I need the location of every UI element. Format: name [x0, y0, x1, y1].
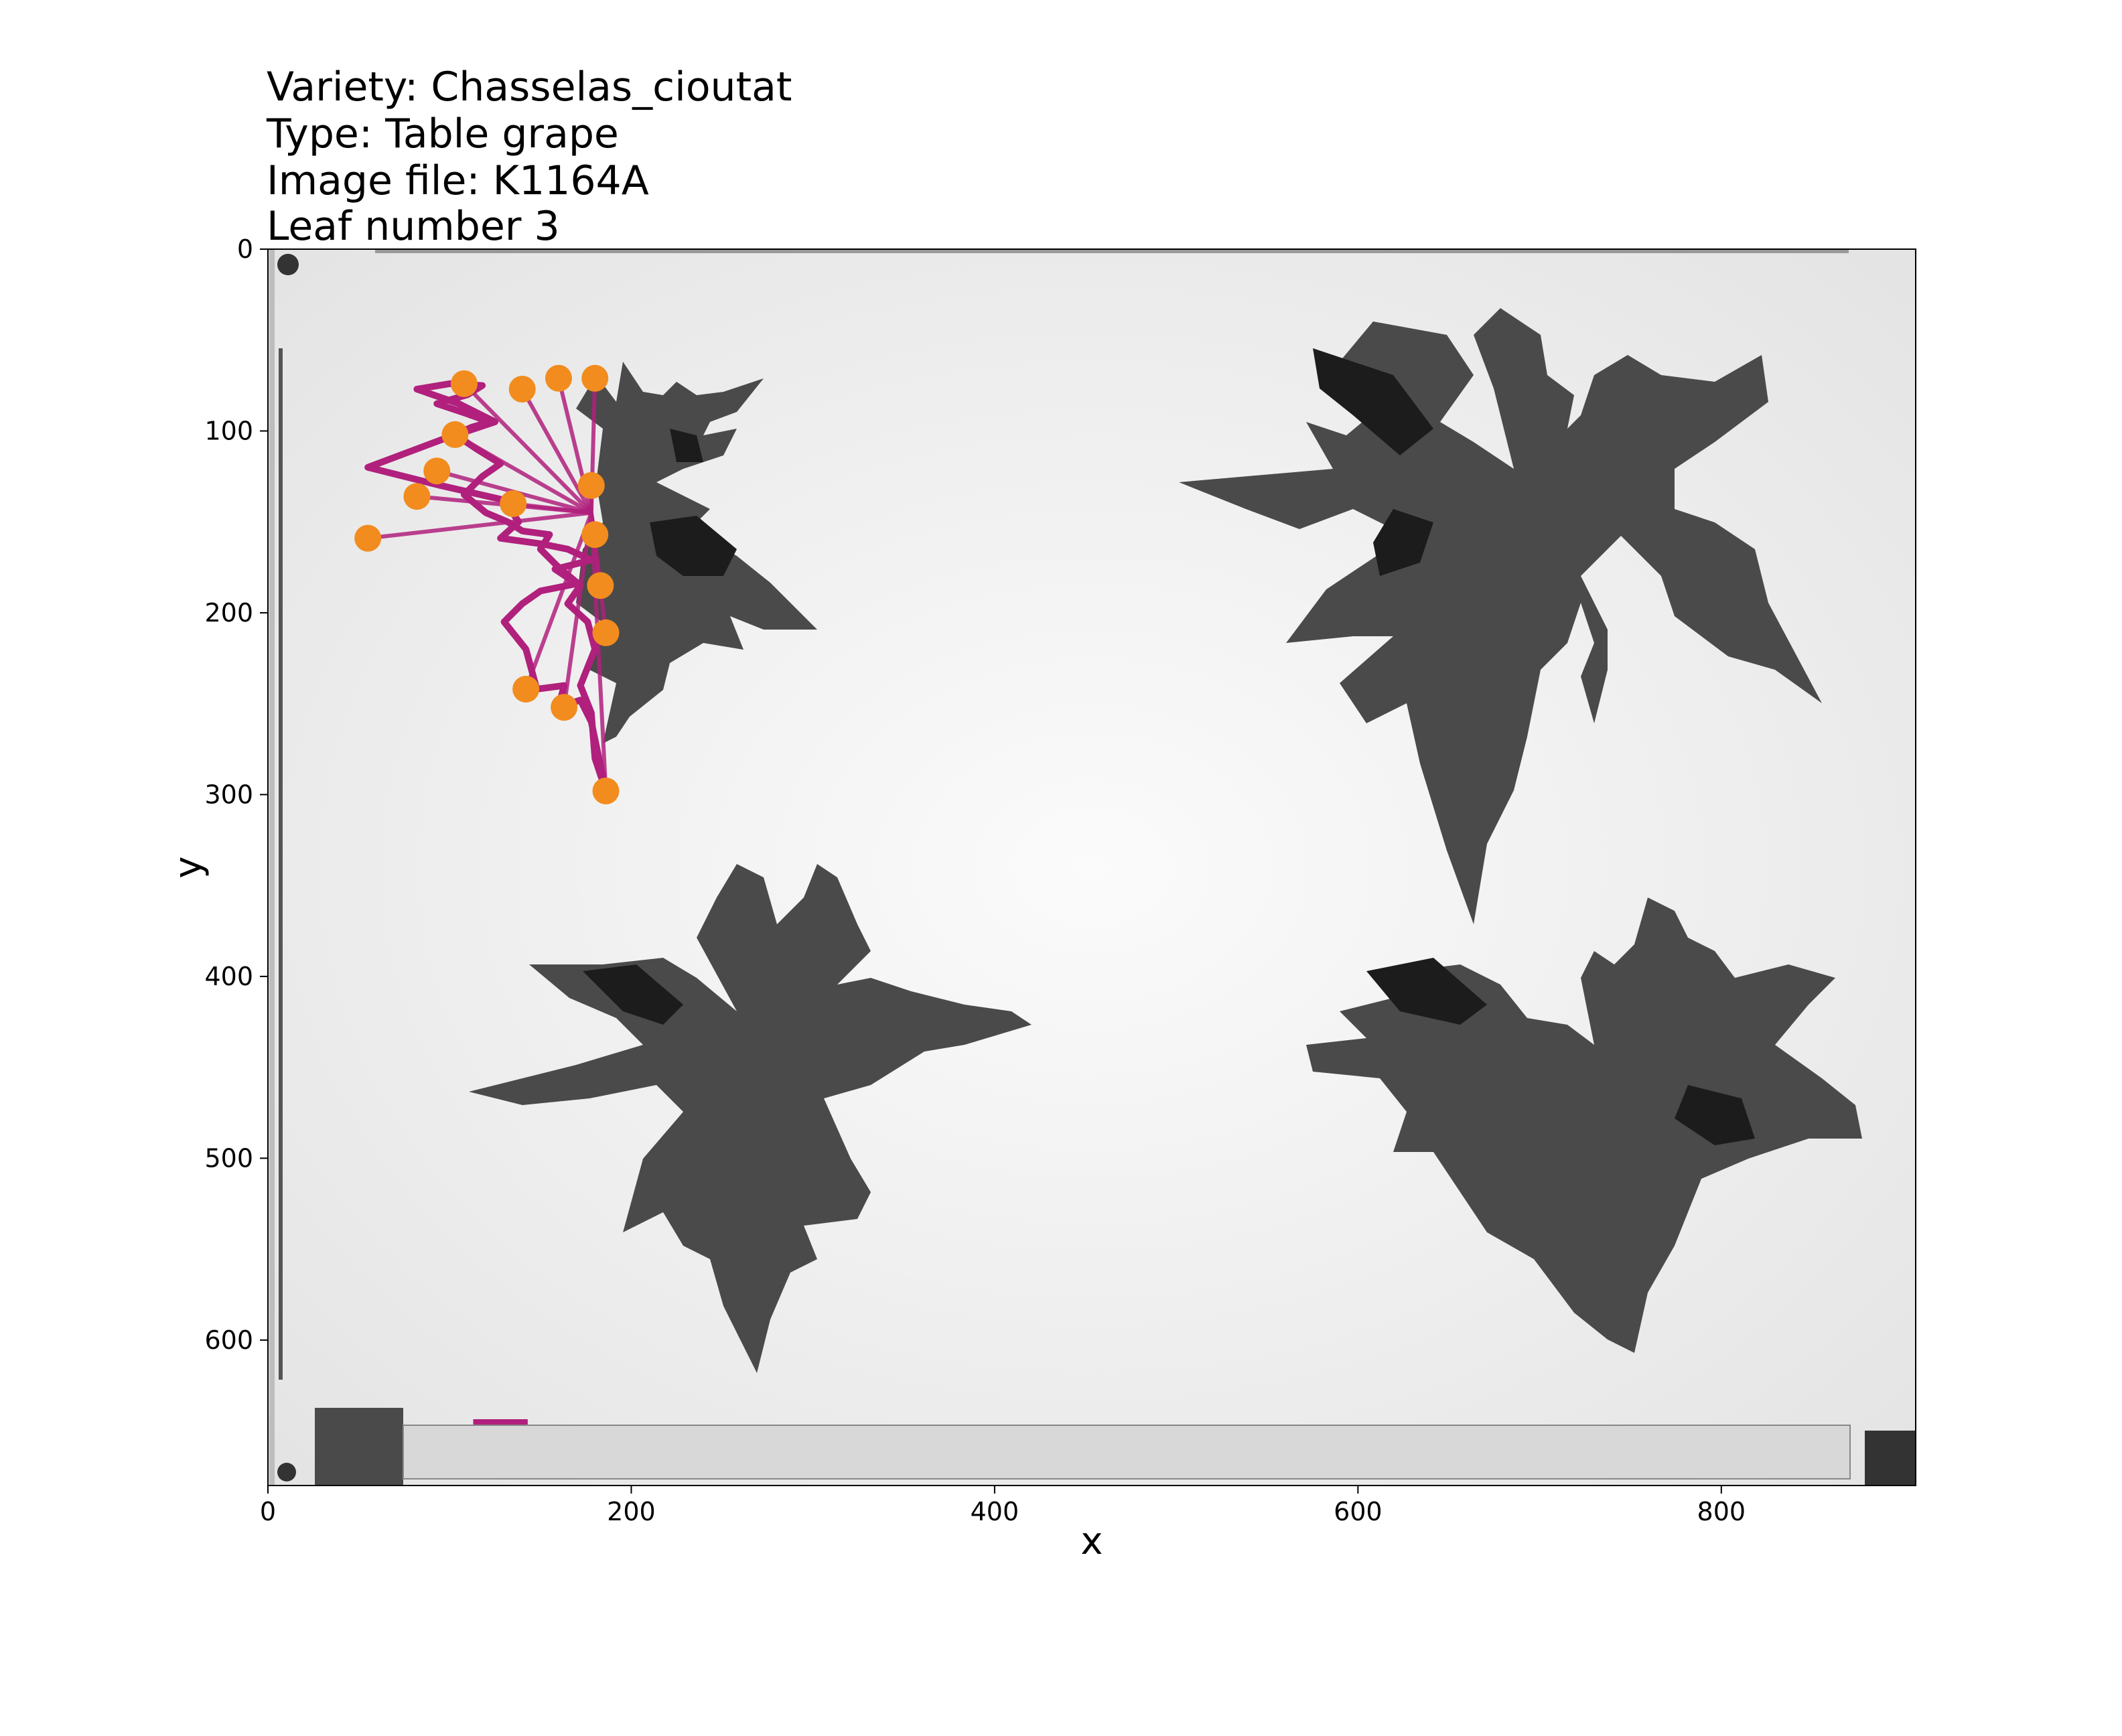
chart-title: Variety: Chasselas_cioutat Type: Table g…	[266, 64, 792, 250]
landmark-point	[577, 472, 605, 499]
scan-corner-pin-bottom	[277, 1463, 296, 1481]
leaf-specimen-bottom-left	[469, 864, 1032, 1373]
leaf-vein-line	[462, 382, 593, 514]
y-axis: 0 100 200 300 400 500 600	[204, 234, 268, 1355]
scan-corner-pin-top	[277, 254, 299, 275]
y-tick-label: 0	[237, 234, 253, 264]
title-line-leaf-number: Leaf number 3	[267, 203, 560, 250]
landmark-point	[450, 370, 478, 397]
landmark-point	[545, 364, 572, 392]
leaf-vein-line	[589, 512, 608, 792]
y-tick-label: 400	[204, 962, 253, 991]
scan-left-rule	[279, 348, 283, 1380]
y-axis-label: y	[167, 856, 210, 878]
leaf-specimen-top-left	[576, 362, 817, 743]
title-line-type: Type: Table grape	[266, 111, 619, 157]
landmark-point	[592, 777, 620, 804]
landmark-point	[551, 694, 578, 721]
y-tick-label: 100	[204, 416, 253, 445]
landmark-point	[581, 364, 609, 392]
y-tick-label: 200	[204, 598, 253, 628]
x-tick-label: 200	[607, 1497, 656, 1526]
landmark-point	[508, 376, 536, 403]
landmark-point	[354, 524, 382, 552]
x-tick-label: 800	[1697, 1497, 1746, 1526]
x-axis-label: x	[1080, 1520, 1103, 1563]
plot-area	[268, 249, 1916, 1486]
y-tick-label: 300	[204, 780, 253, 809]
scan-ruler	[315, 1408, 1916, 1486]
leaf-specimen-top-right	[1179, 308, 1822, 924]
y-tick-label: 600	[204, 1325, 253, 1355]
landmark-point	[500, 490, 527, 518]
axes-frame	[267, 248, 1916, 1486]
landmark-point	[441, 421, 469, 448]
scan-left-edge	[269, 249, 275, 1486]
x-axis: 0 200 400 600 800	[260, 1486, 1746, 1526]
x-tick-label: 0	[260, 1497, 276, 1526]
y-tick-label: 500	[204, 1143, 253, 1173]
landmark-point	[512, 675, 540, 703]
landmark-point	[587, 572, 614, 599]
leaf-vein-line	[524, 512, 593, 691]
leaf-vein-line	[453, 433, 593, 515]
title-line-image-file: Image file: K1164A	[267, 157, 649, 204]
landmark-point	[403, 483, 431, 510]
landmark-point	[581, 521, 609, 549]
x-tick-label: 400	[971, 1497, 1019, 1526]
leaf-vein-line	[367, 510, 592, 540]
landmark-point	[423, 457, 451, 485]
leaf-specimen-bottom-right	[1306, 897, 1862, 1353]
landmark-point	[592, 619, 620, 646]
scan-top-edge	[375, 249, 1849, 253]
x-tick-label: 600	[1334, 1497, 1383, 1526]
landmark-overlay	[354, 364, 620, 1425]
title-line-variety: Variety: Chasselas_cioutat	[267, 64, 792, 111]
